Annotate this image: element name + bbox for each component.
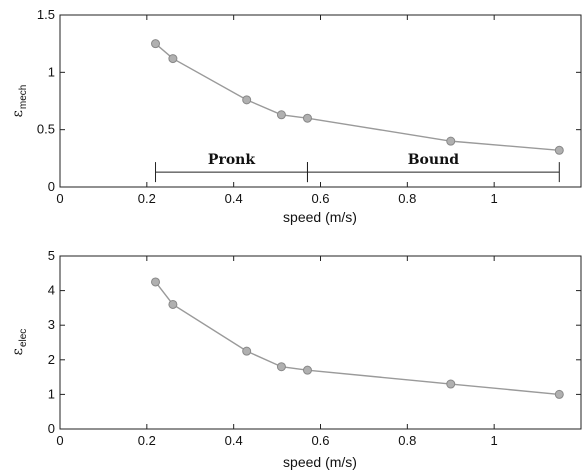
- bottom-data-point: [302, 365, 312, 375]
- bottom-data-point: [276, 362, 286, 372]
- top-data-point: [276, 110, 286, 120]
- top-x-axis-label: speed (m/s): [283, 209, 357, 225]
- top-chart-panel: 0 0.2 0.4 0.6 0.8 1 0 0.5 1 1.5 Pronk Bound speed …: [10, 7, 582, 225]
- bottom-x-tick-label: 0.6: [311, 433, 329, 448]
- top-data-point: [302, 113, 312, 123]
- top-y-tick-label: 1: [48, 64, 55, 79]
- bottom-y-axis-symbol: ε: [10, 348, 26, 355]
- svg-text:εmech: εmech: [10, 85, 29, 118]
- bottom-axis-ticks: 0 0.2 0.4 0.6 0.8 1 0 1 2 3 4 5: [48, 248, 581, 448]
- top-y-tick-label: 0.5: [37, 122, 55, 137]
- top-annotations: Pronk Bound: [155, 152, 560, 183]
- top-axis-ticks: 0 0.2 0.4 0.6 0.8 1 0 0.5 1 1.5: [37, 7, 581, 206]
- range-label: Pronk: [208, 152, 255, 168]
- bottom-y-tick-label: 5: [48, 248, 55, 263]
- bottom-x-tick-label: 1: [491, 433, 498, 448]
- bottom-y-tick-label: 1: [48, 386, 55, 401]
- top-data-point: [554, 145, 564, 155]
- svg-text:εelec: εelec: [10, 329, 29, 356]
- bottom-x-tick-label: 0: [56, 433, 63, 448]
- bottom-data-point: [168, 299, 178, 309]
- bottom-y-tick-label: 0: [48, 421, 55, 436]
- top-data-series: [151, 39, 564, 155]
- top-x-tick-label: 0.2: [138, 191, 156, 206]
- bottom-y-axis-label: εelec: [10, 329, 29, 356]
- top-x-tick-label: 1: [491, 191, 498, 206]
- top-x-tick-label: 0.6: [311, 191, 329, 206]
- bottom-x-tick-label: 0.8: [398, 433, 416, 448]
- top-data-point: [242, 95, 252, 105]
- bottom-y-axis-subscript: elec: [18, 329, 29, 347]
- top-x-tick-label: 0.8: [398, 191, 416, 206]
- top-y-axis-label: εmech: [10, 85, 29, 118]
- top-y-axis-symbol: ε: [10, 110, 26, 117]
- bottom-data-series: [151, 277, 564, 399]
- top-data-point: [151, 39, 161, 49]
- top-y-axis-subscript: mech: [18, 85, 29, 109]
- bottom-plot-area: [59, 255, 582, 430]
- top-data-point: [446, 136, 456, 146]
- bottom-data-point: [554, 389, 564, 399]
- range-label: Bound: [408, 152, 460, 168]
- top-y-tick-label: 1.5: [37, 7, 55, 22]
- top-y-tick-label: 0: [48, 179, 55, 194]
- bottom-x-axis-label: speed (m/s): [283, 454, 357, 470]
- bottom-data-point: [151, 277, 161, 287]
- top-data-point: [168, 54, 178, 64]
- bottom-y-tick-label: 2: [48, 352, 55, 367]
- top-plot-area: [59, 14, 582, 188]
- bottom-y-tick-label: 3: [48, 317, 55, 332]
- top-x-tick-label: 0.4: [225, 191, 243, 206]
- bottom-data-point: [242, 346, 252, 356]
- bottom-x-tick-label: 0.4: [225, 433, 243, 448]
- bottom-chart-panel: 0 0.2 0.4 0.6 0.8 1 0 1 2 3 4 5 speed (m/s) εelec: [10, 248, 582, 470]
- bottom-data-point: [446, 379, 456, 389]
- top-x-tick-label: 0: [56, 191, 63, 206]
- bottom-y-tick-label: 4: [48, 283, 55, 298]
- bottom-x-tick-label: 0.2: [138, 433, 156, 448]
